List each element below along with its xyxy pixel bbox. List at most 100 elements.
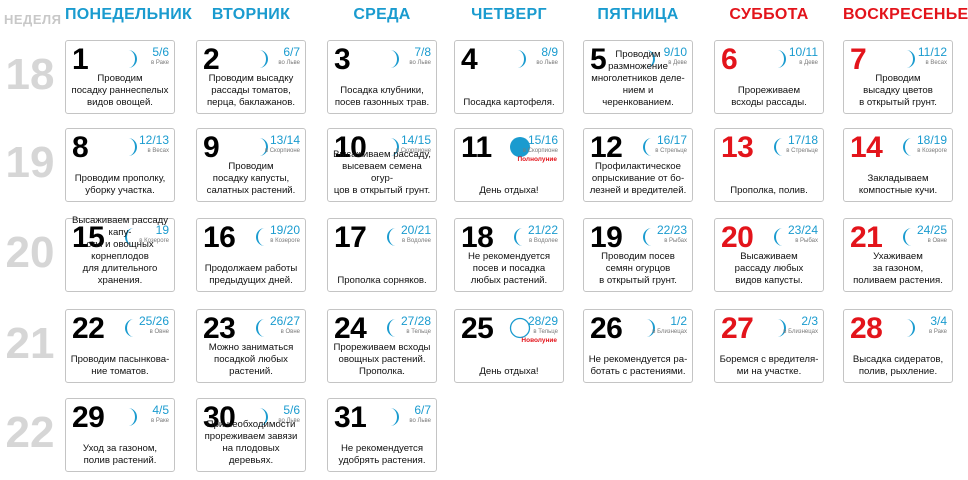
calendar-day-cell[interactable]: 14 18/19 в Козероге Закладываем компостные … xyxy=(843,128,953,202)
calendar-day-cell[interactable]: 27 2/3 в Близнецах Боремся с вредителя- ми … xyxy=(714,309,824,383)
calendar-day-cell[interactable]: 31 6/7 во Льве Не рекомендуется удобрять ра… xyxy=(327,398,437,472)
day-number: 11 xyxy=(461,131,492,164)
calendar-day-cell[interactable]: 20 23/24 в Рыбах Высаживаем рассаду любых в… xyxy=(714,218,824,292)
garden-task: Высаживаем рассаду любых видов капусты. xyxy=(734,251,804,286)
lunar-days: 27/28 xyxy=(400,314,431,328)
lunar-days: 1/2 xyxy=(670,314,687,328)
zodiac-sign: в Весах xyxy=(925,60,947,66)
lunar-days: 17/18 xyxy=(787,133,818,147)
calendar-day-cell[interactable]: 5 9/10 в Деве Проводим размножение многолет… xyxy=(583,40,693,114)
zodiac-sign: в Рыбах xyxy=(664,238,687,244)
day-number: 22 xyxy=(72,312,105,345)
lunar-days: 13/14 xyxy=(269,133,300,147)
zodiac-sign: во Льве xyxy=(409,418,431,424)
lunar-days: 14/15 xyxy=(400,133,431,147)
zodiac-sign: в Козероге xyxy=(917,148,947,154)
moon-phase-label: Новолуние xyxy=(521,337,557,344)
calendar-day-cell[interactable]: 9 13/14 в Скорпионе Проводим посадку капуст… xyxy=(196,128,306,202)
garden-task: Не рекомендуется удобрять растения. xyxy=(338,443,426,466)
calendar-day-cell[interactable]: 10 14/15 в Скорпионе Высаживаем рассаду, вы… xyxy=(327,128,437,202)
calendar-day-cell[interactable]: 17 20/21 в Водолее Прополка сорняков. xyxy=(327,218,437,292)
day-header-saturday: СУББОТА xyxy=(729,6,809,23)
day-number: 14 xyxy=(850,131,883,164)
calendar-day-cell[interactable]: 28 3/4 в Раке Высадка сидератов, полив, рых… xyxy=(843,309,953,383)
lunar-days: 2/3 xyxy=(801,314,818,328)
zodiac-sign: в Стрельце xyxy=(786,148,818,154)
day-number: 17 xyxy=(334,221,367,254)
zodiac-sign: в Тельце xyxy=(533,329,558,335)
garden-task: Прореживаем всходы рассады. xyxy=(731,85,807,108)
lunar-days: 18/19 xyxy=(916,133,947,147)
calendar-day-cell[interactable]: 3 7/8 во Льве Посадка клубники, посев газон… xyxy=(327,40,437,114)
day-number: 26 xyxy=(590,312,623,345)
lunar-days: 22/23 xyxy=(656,223,687,237)
moon-phase-label: Полнолуние xyxy=(517,156,557,163)
day-number: 31 xyxy=(334,401,367,434)
garden-task: Проводим высадку рассады томатов, перца,… xyxy=(206,73,296,108)
calendar-day-cell[interactable]: 11 15/16 в Скорпионе Полнолуние День отдыха! xyxy=(454,128,564,202)
garden-task: Профилактическое опрыскивание от бо- лез… xyxy=(589,161,687,196)
zodiac-sign: в Овне xyxy=(149,329,169,335)
zodiac-sign: в Близнецах xyxy=(652,329,687,335)
garden-task: Проводим посев семян огурцов в открытый … xyxy=(599,251,677,286)
garden-task: Проводим прополку, уборку участка. xyxy=(74,173,166,196)
day-number: 1 xyxy=(72,43,89,76)
calendar-day-cell[interactable]: 2 6/7 во Льве Проводим высадку рассады тома… xyxy=(196,40,306,114)
calendar-day-cell[interactable]: 24 27/28 в Тельце Прореживаем всходы овощны… xyxy=(327,309,437,383)
lunar-days: 7/8 xyxy=(414,45,431,59)
calendar-day-cell[interactable]: 23 26/27 в Овне Можно заниматься посадкой л… xyxy=(196,309,306,383)
lunar-days: 5/6 xyxy=(283,403,300,417)
calendar-day-cell[interactable]: 19 22/23 в Рыбах Проводим посев семян огурц… xyxy=(583,218,693,292)
zodiac-sign: в Рыбах xyxy=(795,238,818,244)
day-number: 20 xyxy=(721,221,754,254)
lunar-days: 20/21 xyxy=(400,223,431,237)
zodiac-sign: в Весах xyxy=(147,148,169,154)
zodiac-sign: в Стрельце xyxy=(655,148,687,154)
calendar-day-cell[interactable]: 13 17/18 в Стрельце Прополка, полив. xyxy=(714,128,824,202)
calendar-day-cell[interactable]: 6 10/11 в Деве Прореживаем всходы рассады. xyxy=(714,40,824,114)
day-number: 7 xyxy=(850,43,867,76)
zodiac-sign: в Тельце xyxy=(406,329,431,335)
day-header-sunday: ВОСКРЕСЕНЬЕ xyxy=(843,6,968,23)
day-number: 6 xyxy=(721,43,738,76)
garden-task: Посадка картофеля. xyxy=(463,97,555,108)
day-number: 2 xyxy=(203,43,220,76)
calendar-day-cell[interactable]: 26 1/2 в Близнецах Не рекомендуется ра- бот… xyxy=(583,309,693,383)
calendar-day-cell[interactable]: 16 19/20 в Козероге Продолжаем работы преды… xyxy=(196,218,306,292)
zodiac-sign: в Водолее xyxy=(529,238,558,244)
day-number: 24 xyxy=(334,312,367,345)
calendar-day-cell[interactable]: 22 25/26 в Овне Проводим пасынкова- ние том… xyxy=(65,309,175,383)
zodiac-sign: в Близнецах xyxy=(783,329,818,335)
zodiac-sign: во Льве xyxy=(409,60,431,66)
calendar-day-cell[interactable]: 18 21/22 в Водолее Не рекомендуется посев и… xyxy=(454,218,564,292)
calendar-day-cell[interactable]: 30 5/6 во Льве При необходимости прореживае… xyxy=(196,398,306,472)
day-number: 12 xyxy=(590,131,623,164)
zodiac-sign: в Раке xyxy=(150,418,169,424)
calendar-day-cell[interactable]: 25 28/29 в Тельце Новолуние День отдыха! xyxy=(454,309,564,383)
calendar-day-cell[interactable]: 7 11/12 в Весах Проводим высадку цветов в о… xyxy=(843,40,953,114)
day-header-friday: ПЯТНИЦА xyxy=(597,6,679,23)
calendar-day-cell[interactable]: 21 24/25 в Овне Ухаживаем за газоном, полив… xyxy=(843,218,953,292)
calendar-day-cell[interactable]: 15 19 в Козероге Высаживаем рассаду капу- с… xyxy=(65,215,175,292)
week-number: 21 xyxy=(5,319,55,368)
day-number: 21 xyxy=(850,221,883,254)
calendar-day-cell[interactable]: 1 5/6 в Раке Проводим посадку раннеспелых в… xyxy=(65,40,175,114)
day-number: 29 xyxy=(72,401,105,434)
lunar-days: 9/10 xyxy=(663,45,687,59)
zodiac-sign: во Льве xyxy=(536,60,558,66)
day-number: 27 xyxy=(721,312,754,345)
calendar-day-cell[interactable]: 12 16/17 в Стрельце Профилактическое опрыск… xyxy=(583,128,693,202)
zodiac-sign: в Раке xyxy=(928,329,947,335)
calendar-day-cell[interactable]: 4 8/9 во Льве Посадка картофеля. xyxy=(454,40,564,114)
garden-task: Закладываем компостные кучи. xyxy=(858,173,938,196)
lunar-days: 10/11 xyxy=(788,45,818,59)
calendar-day-cell[interactable]: 8 12/13 в Весах Проводим прополку, уборку у… xyxy=(65,128,175,202)
week-column-label: НЕДЕЛЯ xyxy=(4,12,62,27)
lunar-days: 23/24 xyxy=(787,223,818,237)
day-number: 30 xyxy=(203,401,236,434)
calendar-day-cell[interactable]: 29 4/5 в Раке Уход за газоном, полив растен… xyxy=(65,398,175,472)
day-number: 19 xyxy=(590,221,623,254)
day-number: 13 xyxy=(721,131,754,164)
day-number: 28 xyxy=(850,312,883,345)
garden-task: День отдыха! xyxy=(479,366,539,377)
